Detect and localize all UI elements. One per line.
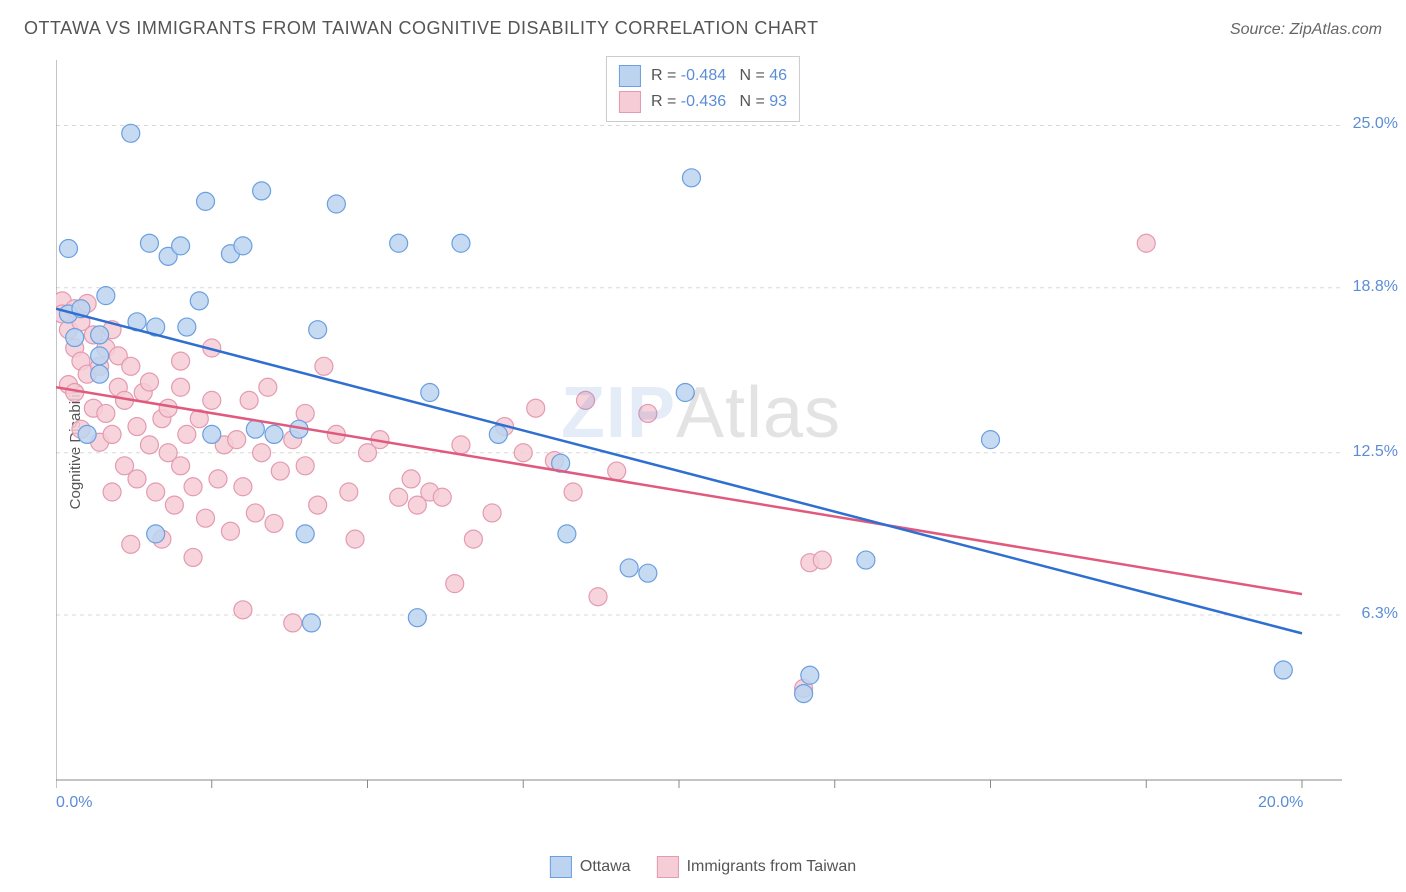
x-tick-label: 20.0% xyxy=(1258,794,1303,812)
scatter-plot xyxy=(56,48,1346,808)
x-tick-label: 0.0% xyxy=(56,794,92,812)
legend-label: Ottawa xyxy=(580,858,631,876)
y-tick-label: 25.0% xyxy=(1353,115,1398,133)
chart-area: ZIPAtlas xyxy=(56,48,1346,808)
legend-series: Ottawa Immigrants from Taiwan xyxy=(550,856,856,878)
legend-item: Ottawa xyxy=(550,856,631,878)
legend-stat-row: R = -0.484 N = 46 xyxy=(619,63,787,89)
y-tick-label: 12.5% xyxy=(1353,443,1398,461)
legend-swatch xyxy=(657,856,679,878)
legend-label: Immigrants from Taiwan xyxy=(687,858,857,876)
chart-header: OTTAWA VS IMMIGRANTS FROM TAIWAN COGNITI… xyxy=(24,18,1382,39)
chart-title: OTTAWA VS IMMIGRANTS FROM TAIWAN COGNITI… xyxy=(24,18,819,39)
y-tick-label: 6.3% xyxy=(1362,605,1398,623)
legend-swatch xyxy=(619,91,641,113)
legend-stat-text: R = -0.484 N = 46 xyxy=(651,67,787,85)
legend-item: Immigrants from Taiwan xyxy=(657,856,857,878)
legend-stat-row: R = -0.436 N = 93 xyxy=(619,89,787,115)
legend-swatch xyxy=(619,65,641,87)
y-tick-label: 18.8% xyxy=(1353,278,1398,296)
legend-stats: R = -0.484 N = 46 R = -0.436 N = 93 xyxy=(606,56,800,122)
chart-source: Source: ZipAtlas.com xyxy=(1230,21,1382,39)
legend-swatch xyxy=(550,856,572,878)
legend-stat-text: R = -0.436 N = 93 xyxy=(651,93,787,111)
